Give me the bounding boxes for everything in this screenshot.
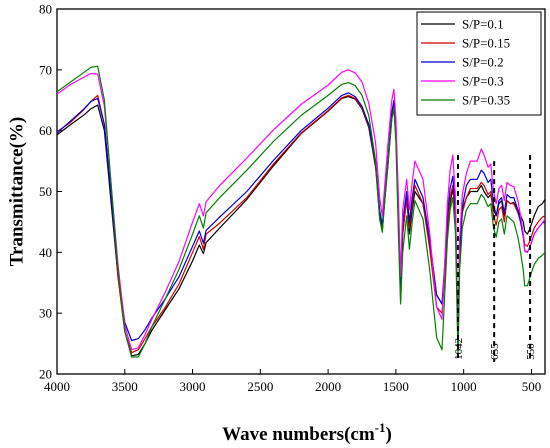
legend-label: S/P=0.3 xyxy=(462,74,504,89)
y-axis-title: Transmittance(%) xyxy=(6,117,27,267)
x-tick-label: 3000 xyxy=(180,379,206,394)
x-tick-label: 500 xyxy=(522,379,542,394)
y-tick-label: 40 xyxy=(39,245,52,260)
x-axis-title: Wave numbers(cm-1) xyxy=(222,420,392,445)
x-tick-label: 2000 xyxy=(315,379,341,394)
annotation-label: 655 xyxy=(489,343,501,360)
x-tick-label: 3500 xyxy=(112,379,138,394)
legend-label: S/P=0.35 xyxy=(462,93,510,108)
y-tick-label: 80 xyxy=(39,2,52,17)
y-tick-label: 70 xyxy=(39,62,52,77)
series-line-1 xyxy=(57,95,545,357)
y-tick-label: 60 xyxy=(39,123,52,138)
x-tick-label: 1000 xyxy=(451,379,477,394)
x-tick-label: 1500 xyxy=(383,379,409,394)
legend-label: S/P=0.15 xyxy=(462,36,510,51)
annotation-label: 550 xyxy=(525,343,537,360)
series-line-2 xyxy=(57,94,545,354)
y-tick-label: 30 xyxy=(39,306,52,321)
legend-label: S/P=0.1 xyxy=(462,17,504,32)
series-group xyxy=(57,65,545,358)
y-tick-label: 50 xyxy=(39,184,52,199)
y-tick-label: 20 xyxy=(39,367,52,382)
x-tick-label: 4000 xyxy=(44,379,70,394)
x-axis-title-main: Wave numbers(cm xyxy=(222,424,375,445)
legend-box xyxy=(416,11,542,116)
series-line-3 xyxy=(57,92,545,345)
x-axis-title-tail: ) xyxy=(386,424,392,445)
series-line-4 xyxy=(57,69,545,351)
x-tick-label: 2500 xyxy=(247,379,273,394)
x-axis-title-superscript: -1 xyxy=(375,420,386,435)
legend-label: S/P=0.2 xyxy=(462,55,504,70)
annotation-label: 1042 xyxy=(453,338,465,360)
series-line-5 xyxy=(57,65,545,358)
